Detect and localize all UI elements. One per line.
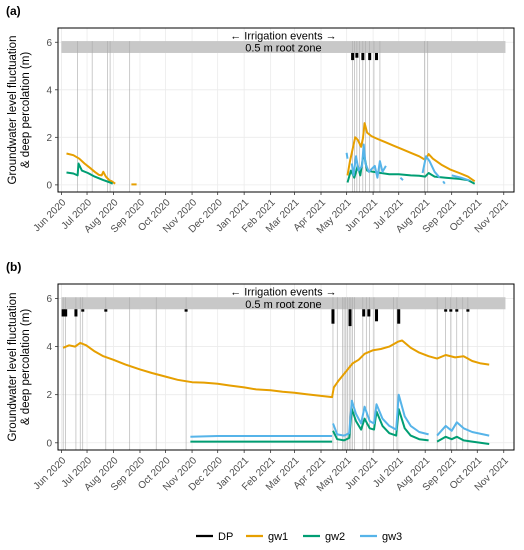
series-line-gw3 bbox=[451, 174, 470, 182]
dp-bar bbox=[348, 309, 352, 327]
dp-bar bbox=[184, 309, 188, 312]
dp-bar bbox=[375, 52, 379, 61]
legend: DP gw1 gw2 gw3 bbox=[196, 531, 402, 543]
dp-bar bbox=[368, 52, 372, 61]
y-axis-title-line: & deep percolation (m) bbox=[20, 309, 32, 426]
series-line-gw3 bbox=[345, 152, 349, 159]
panel-border bbox=[57, 27, 515, 193]
y-axis-title-line: & deep percolation (m) bbox=[20, 52, 32, 169]
band-label-top: ← Irrigation events → bbox=[230, 31, 336, 43]
panel-border bbox=[57, 283, 515, 451]
band-label-bottom: 0.5 m root zone bbox=[245, 42, 321, 54]
dp-bar bbox=[449, 309, 453, 312]
y-axis-title-line: Groundwater level fluctuation bbox=[7, 36, 19, 185]
series-line-gw3 bbox=[421, 155, 441, 179]
legend-label-gw3: gw3 bbox=[382, 531, 402, 543]
series-line-gw3 bbox=[399, 176, 404, 181]
y-axis-title: Groundwater level fluctuation& deep perc… bbox=[7, 36, 32, 185]
dp-bar bbox=[61, 309, 65, 317]
series-line-gw2 bbox=[66, 162, 114, 185]
y-tick-label: 0 bbox=[46, 180, 52, 191]
dp-bar bbox=[355, 52, 359, 58]
dp-bar bbox=[361, 52, 365, 61]
band-label-bottom: 0.5 m root zone bbox=[245, 299, 321, 311]
series-line-gw3 bbox=[190, 435, 333, 438]
series-line-gw3 bbox=[442, 180, 446, 185]
y-tick-label: 2 bbox=[46, 133, 52, 144]
y-tick-label: 6 bbox=[46, 294, 52, 305]
panel-b: (b) Groundwater level fluctuation& deep p… bbox=[6, 260, 515, 494]
series-line-gw2 bbox=[436, 435, 490, 445]
series-line-gw3 bbox=[332, 393, 429, 437]
dp-bar bbox=[81, 309, 85, 312]
root-zone-band bbox=[61, 297, 506, 310]
dp-bar bbox=[331, 309, 335, 324]
series-line-gw1 bbox=[346, 122, 476, 183]
y-tick-label: 6 bbox=[46, 38, 52, 49]
dp-bar bbox=[362, 309, 366, 317]
dp-bar bbox=[64, 309, 68, 317]
legend-label-DP: DP bbox=[218, 531, 233, 543]
series-line-gw1 bbox=[66, 152, 116, 185]
dp-bar bbox=[397, 309, 401, 324]
series-line-gw3 bbox=[436, 421, 490, 437]
panel-label: (a) bbox=[6, 4, 21, 18]
series-line-gw3 bbox=[350, 143, 387, 179]
dp-bar bbox=[104, 309, 108, 312]
series-line-gw2 bbox=[332, 408, 429, 442]
panel-a: (a) Groundwater level fluctuation& deep p… bbox=[6, 4, 515, 236]
y-axis-title-line: Groundwater level fluctuation bbox=[7, 293, 19, 442]
legend-label-gw2: gw2 bbox=[325, 531, 345, 543]
legend-label-gw1: gw1 bbox=[268, 531, 288, 543]
dp-bar bbox=[466, 309, 470, 312]
series-line-gw1 bbox=[62, 339, 490, 399]
panel-label: (b) bbox=[6, 260, 21, 274]
y-tick-label: 4 bbox=[46, 85, 52, 96]
y-axis-title: Groundwater level fluctuation& deep perc… bbox=[7, 293, 32, 442]
dp-bar bbox=[455, 309, 459, 312]
y-tick-label: 2 bbox=[46, 390, 52, 401]
dp-bar bbox=[74, 309, 78, 317]
dp-bar bbox=[444, 309, 448, 312]
root-zone-band bbox=[61, 41, 506, 53]
band-label-top: ← Irrigation events → bbox=[230, 287, 336, 299]
y-tick-label: 0 bbox=[46, 438, 52, 449]
dp-bar bbox=[367, 309, 371, 317]
dp-bar bbox=[351, 52, 355, 61]
y-tick-label: 4 bbox=[46, 342, 52, 353]
dp-bar bbox=[375, 309, 379, 322]
